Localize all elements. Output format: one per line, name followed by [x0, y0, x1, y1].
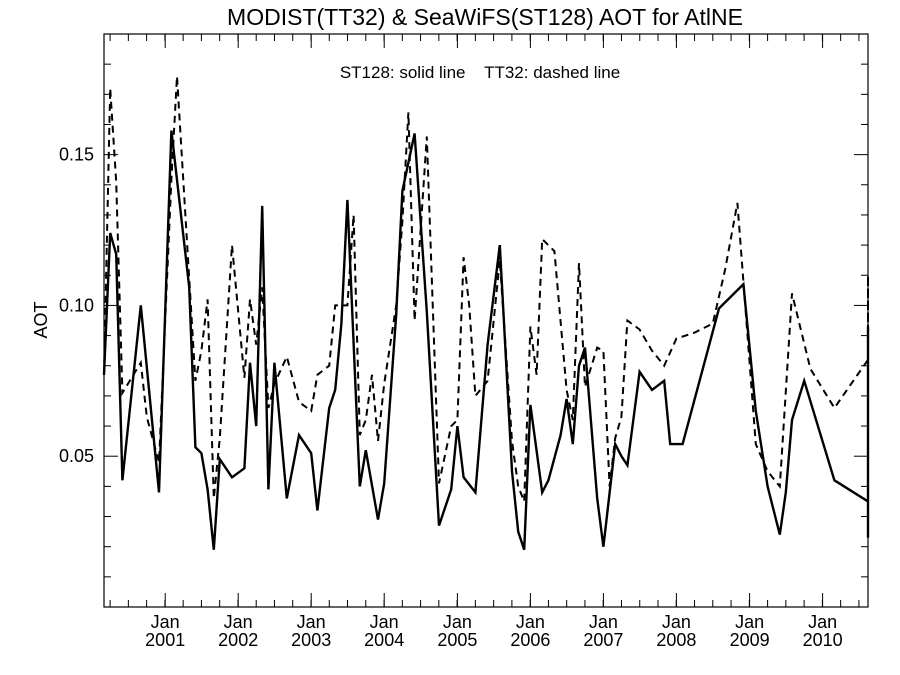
x-tick-label-month: Jan — [808, 612, 837, 632]
x-tick-label-year: 2010 — [803, 630, 843, 650]
x-tick-label-year: 2001 — [145, 630, 185, 650]
x-tick-label-month: Jan — [662, 612, 691, 632]
y-tick-label: 0.05 — [59, 446, 94, 466]
y-axis-label: AOT — [31, 301, 51, 338]
x-tick-label-year: 2009 — [730, 630, 770, 650]
x-tick-label-year: 2005 — [437, 630, 477, 650]
series-layer — [102, 76, 870, 551]
x-tick-label-month: Jan — [589, 612, 618, 632]
x-tick-label-year: 2008 — [656, 630, 696, 650]
x-tick-label-year: 2002 — [218, 630, 258, 650]
x-tick-label-year: 2004 — [364, 630, 404, 650]
x-tick-label-month: Jan — [443, 612, 472, 632]
y-tick-label: 0.10 — [59, 295, 94, 315]
x-tick-label-month: Jan — [735, 612, 764, 632]
series-line-st128 — [102, 130, 870, 551]
chart-title: MODIST(TT32) & SeaWiFS(ST128) AOT for At… — [227, 4, 743, 30]
x-tick-label-month: Jan — [516, 612, 545, 632]
x-tick-label-year: 2006 — [510, 630, 550, 650]
plot-frame — [103, 33, 869, 608]
x-tick-label-month: Jan — [224, 612, 253, 632]
x-tick-label-month: Jan — [151, 612, 180, 632]
series-line-tt32 — [103, 76, 869, 502]
axes: 0.050.100.15Jan2001Jan2002Jan2003Jan2004… — [59, 34, 868, 650]
x-tick-label-month: Jan — [297, 612, 326, 632]
y-tick-label: 0.15 — [59, 145, 94, 165]
x-tick-label-year: 2007 — [583, 630, 623, 650]
x-tick-label-year: 2003 — [291, 630, 331, 650]
x-tick-label-month: Jan — [370, 612, 399, 632]
legend-annotation: ST128: solid line TT32: dashed line — [340, 63, 620, 82]
